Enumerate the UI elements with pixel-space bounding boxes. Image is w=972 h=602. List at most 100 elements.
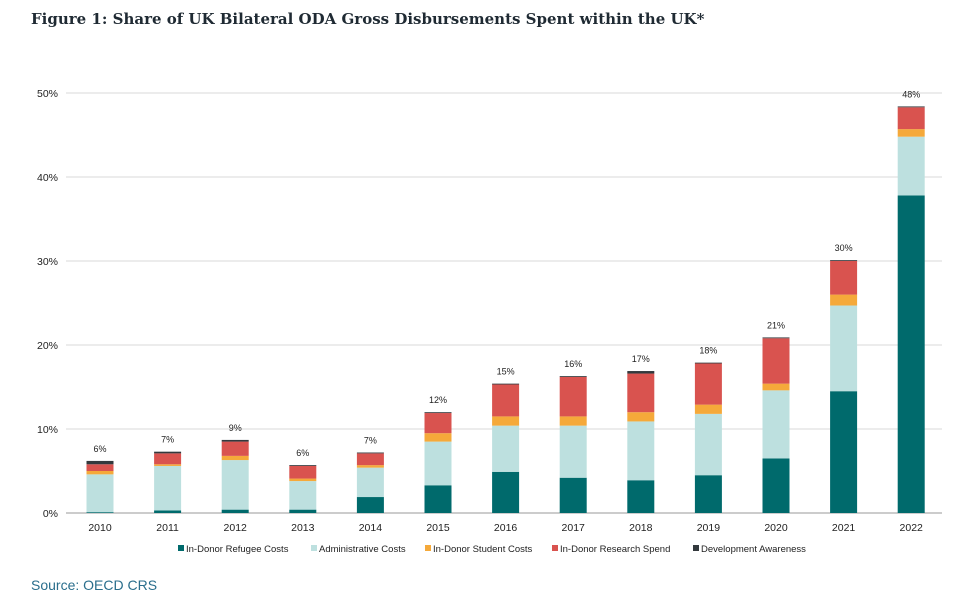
bar-segment [830, 294, 858, 306]
bar-segment [897, 106, 925, 108]
legend-label: Administrative Costs [319, 544, 406, 555]
bar-segment [221, 441, 249, 456]
bar-total-label: 9% [229, 423, 242, 433]
bar-segment [289, 481, 317, 510]
bar-segment [492, 383, 520, 385]
bar-segment [289, 478, 317, 482]
bar-segment [762, 337, 790, 339]
bar-segment [289, 465, 317, 479]
bar-total-label: 6% [296, 448, 309, 458]
legend-swatch [425, 545, 431, 551]
bar-segment [492, 425, 520, 472]
y-tick-label: 40% [37, 172, 58, 184]
y-tick-label: 20% [37, 340, 58, 352]
bar-segment [762, 458, 790, 513]
bar-segment [221, 439, 249, 442]
bar-segment [694, 404, 722, 414]
chart-title: Figure 1: Share of UK Bilateral ODA Gros… [31, 10, 705, 28]
bar-segment [897, 107, 925, 130]
bar-segment [356, 453, 384, 466]
y-tick-label: 10% [37, 424, 58, 436]
x-tick-label: 2019 [697, 522, 721, 534]
bar-segment [221, 460, 249, 510]
bar-total-label: 30% [835, 243, 853, 253]
bar-segment [762, 338, 790, 384]
bar-segment [424, 413, 452, 434]
bar-segment [356, 452, 384, 454]
bar-segment [694, 363, 722, 405]
bar-total-label: 48% [902, 89, 920, 99]
bar-segment [897, 129, 925, 137]
bar-segment [154, 464, 182, 466]
bar-total-label: 21% [767, 320, 785, 330]
x-axis-ticks: 2010 2011 2012 2013 2014 2015 2016 2017 2018 2019… [88, 522, 923, 534]
bar-segment [356, 465, 384, 468]
x-tick-label: 2010 [88, 522, 112, 534]
x-tick-label: 2021 [832, 522, 856, 534]
legend-label: In-Donor Research Spend [560, 544, 670, 555]
bar-total-label: 16% [564, 359, 582, 369]
bar-segment [289, 465, 317, 466]
bar-segment [627, 480, 655, 513]
bar-segment [830, 391, 858, 513]
bar-total-label: 7% [364, 436, 377, 446]
bar-segment [86, 464, 114, 471]
bar-segment [424, 412, 452, 414]
bar-segment [897, 136, 925, 196]
bar-segment [154, 451, 182, 454]
bar-segment [86, 460, 114, 465]
legend-label: In-Donor Refugee Costs [186, 544, 289, 555]
bar-total-label: 12% [429, 395, 447, 405]
x-tick-label: 2022 [900, 522, 924, 534]
bar-segment [86, 471, 114, 475]
bar-total-label: 15% [497, 367, 515, 377]
bar-segment [356, 467, 384, 498]
bar-segment [559, 416, 587, 426]
bar-segment [424, 441, 452, 486]
bar-segment [559, 376, 587, 417]
bar-segment [492, 384, 520, 417]
bar-segment [492, 416, 520, 426]
legend-swatch [693, 545, 699, 551]
bar-total-label: 7% [161, 435, 174, 445]
bar-segment [289, 509, 317, 513]
source-note: Source: OECD CRS [31, 577, 158, 593]
y-tick-label: 0% [43, 508, 58, 520]
bar-segment [154, 510, 182, 513]
legend-label: In-Donor Student Costs [433, 544, 533, 555]
bar-segment [830, 305, 858, 392]
bar-segment [356, 497, 384, 513]
bar-segment [627, 412, 655, 422]
bar-segment [762, 383, 790, 391]
legend-swatch [311, 545, 317, 551]
bar-chart: 0% 10% 20% 30% 40% 50% 6% 7% 9% 6% 7% 12% 15% 16% 17%… [37, 88, 942, 555]
x-tick-label: 2020 [764, 522, 788, 534]
bar-total-label: 17% [632, 354, 650, 364]
bar-stacks [86, 106, 925, 514]
x-tick-label: 2014 [359, 522, 383, 534]
bar-segment [694, 413, 722, 476]
bar-segment [559, 477, 587, 513]
x-tick-label: 2012 [224, 522, 248, 534]
x-tick-label: 2018 [629, 522, 653, 534]
bar-segment [559, 425, 587, 478]
bar-segment [897, 195, 925, 514]
bar-segment [694, 475, 722, 513]
y-axis-ticks: 0% 10% 20% 30% 40% 50% [37, 88, 58, 520]
bar-segment [86, 512, 114, 513]
bar-segment [424, 485, 452, 513]
x-tick-label: 2016 [494, 522, 518, 534]
bar-segment [830, 261, 858, 295]
bar-segment [86, 474, 114, 513]
legend-swatch [178, 545, 184, 551]
bar-segment [762, 390, 790, 459]
x-tick-label: 2013 [291, 522, 315, 534]
bar-segment [694, 362, 722, 364]
legend-swatch [552, 545, 558, 551]
x-tick-label: 2015 [426, 522, 450, 534]
bar-segment [221, 455, 249, 461]
bar-segment [492, 471, 520, 513]
x-tick-label: 2017 [562, 522, 586, 534]
total-labels: 6% 7% 9% 6% 7% 12% 15% 16% 17% 18% 21% 30% 48% [93, 89, 920, 458]
legend-label: Development Awareness [701, 544, 806, 555]
